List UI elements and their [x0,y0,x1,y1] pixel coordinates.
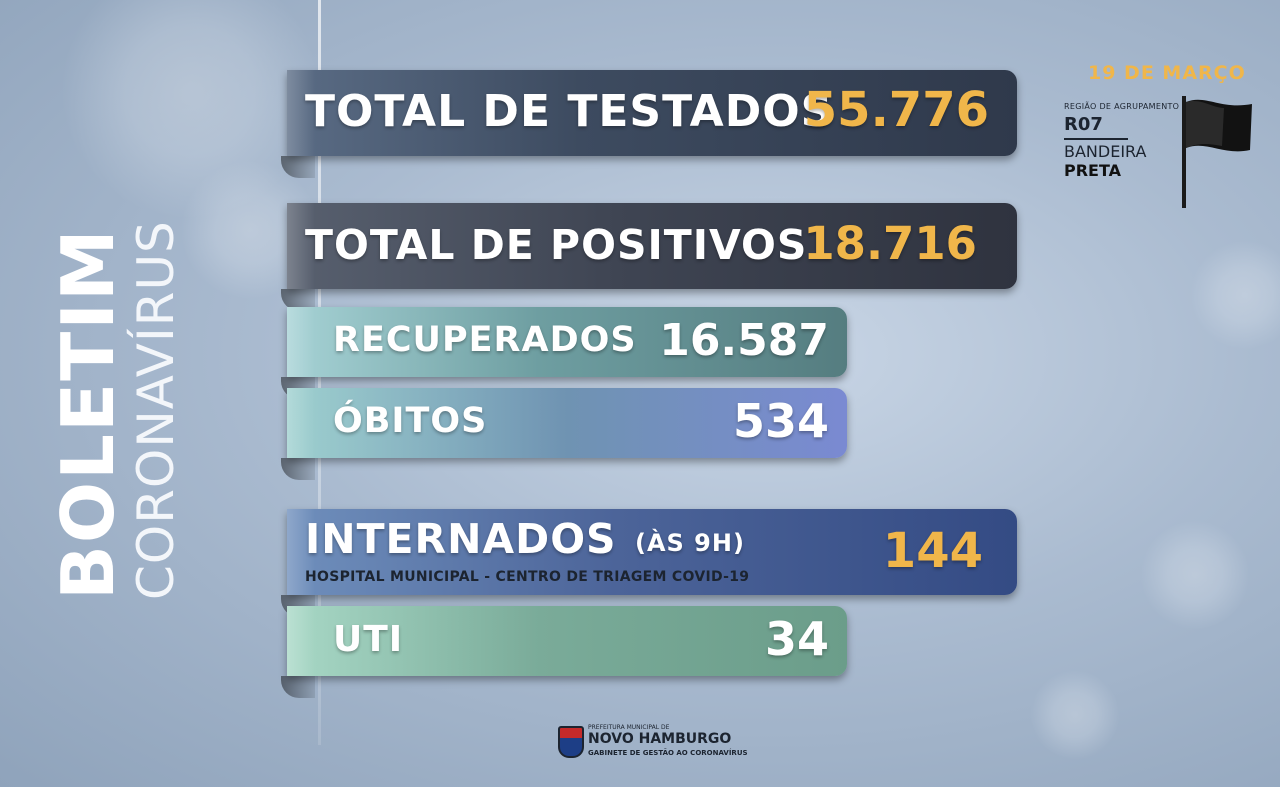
label-total-testados: TOTAL DE TESTADOS [305,86,834,137]
value-obitos: 534 [732,394,829,448]
banner-uti: UTI 34 [281,606,847,698]
banner-total-testados: TOTAL DE TESTADOS 55.776 [281,70,1017,178]
virus-icon [1140,520,1250,630]
label-internados: INTERNADOS [305,515,617,563]
banner-total-positivos: TOTAL DE POSITIVOS 18.716 [281,203,1017,311]
ribbon-fold [281,289,315,311]
value-recuperados: 16.587 [659,315,829,366]
ribbon-fold [281,458,315,480]
logo-line2: NOVO HAMBURGO [588,731,732,747]
virus-icon [1030,670,1120,760]
label-recuperados: RECUPERADOS [333,320,637,360]
virus-icon [60,0,320,220]
label-obitos: ÓBITOS [333,401,488,441]
label-internados-sub: HOSPITAL MUNICIPAL - CENTRO DE TRIAGEM C… [305,569,750,585]
logo-line3: GABINETE DE GESTÃO AO CORONAVÍRUS [588,749,748,757]
value-internados: 144 [882,523,983,579]
date-label: 19 DE MARÇO [1088,62,1246,84]
value-uti: 34 [764,612,829,666]
banner-recuperados: RECUPERADOS 16.587 [281,307,847,399]
flag-color-label: PRETA [1064,161,1122,180]
virus-icon [1190,240,1280,350]
region-divider [1064,138,1128,140]
label-uti: UTI [333,619,404,660]
title-coronavirus: CORONAVÍRUS [127,220,185,600]
value-total-testados: 55.776 [803,82,989,138]
label-total-positivos: TOTAL DE POSITIVOS [305,221,808,269]
ribbon-fold [281,156,315,178]
ribbon-fold [281,676,315,698]
banner-obitos: ÓBITOS 534 [281,388,847,480]
flag-label: BANDEIRA [1064,142,1147,161]
value-total-positivos: 18.716 [803,217,977,270]
region-code: R07 [1064,114,1103,135]
logo-line1: PREFEITURA MUNICIPAL DE [588,724,670,731]
title-boletim: BOLETIM [46,227,130,600]
region-group-label: REGIÃO DE AGRUPAMENTO [1064,102,1180,111]
prefeitura-logo: PREFEITURA MUNICIPAL DE NOVO HAMBURGO GA… [558,724,748,768]
coat-of-arms-icon [558,726,584,758]
label-internados-note: (ÀS 9H) [635,529,745,557]
black-flag-icon [1182,96,1252,208]
banner-internados: INTERNADOS (ÀS 9H) HOSPITAL MUNICIPAL - … [281,509,1017,617]
